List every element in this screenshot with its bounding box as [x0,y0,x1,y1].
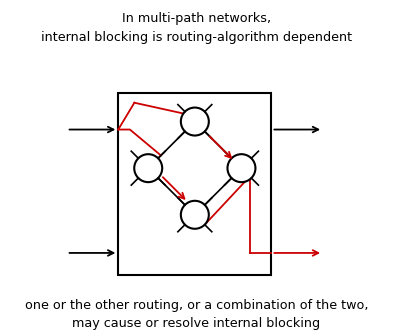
Text: may cause or resolve internal blocking: may cause or resolve internal blocking [72,316,321,330]
Text: In multi-path networks,: In multi-path networks, [122,12,271,25]
Text: one or the other routing, or a combination of the two,: one or the other routing, or a combinati… [25,299,368,312]
Text: internal blocking is routing-algorithm dependent: internal blocking is routing-algorithm d… [41,31,352,44]
Circle shape [228,154,255,182]
Circle shape [181,108,209,136]
Circle shape [134,154,162,182]
Bar [118,93,272,275]
Circle shape [181,201,209,229]
